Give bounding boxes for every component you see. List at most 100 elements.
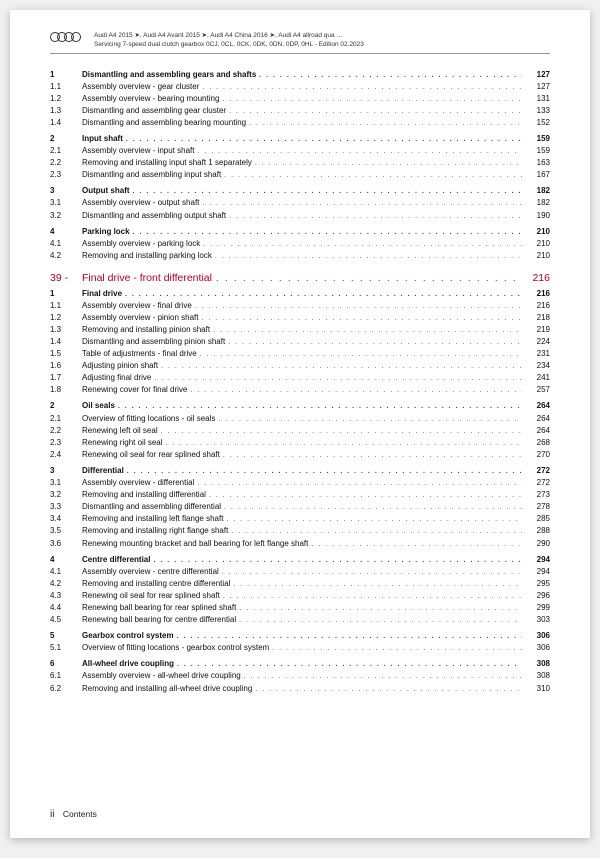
chapter-title: Final drive - front differential — [82, 272, 216, 284]
toc-leader-dots: . . . . . . . . . . . . . . . . . . . . … — [255, 159, 522, 168]
toc-row: 4.3Renewing oil seal for rear splined sh… — [50, 591, 550, 602]
toc-row: 3.2Dismantling and assembling output sha… — [50, 211, 550, 222]
toc-entry-page: 159 — [522, 146, 550, 157]
toc-entry-title: Renewing right oil seal — [82, 438, 166, 449]
toc-leader-dots: . . . . . . . . . . . . . . . . . . . . … — [198, 147, 523, 156]
toc-row: 2.2Renewing left oil seal. . . . . . . .… — [50, 426, 550, 437]
toc-row: 3.1Assembly overview - differential. . .… — [50, 478, 550, 489]
toc-entry-title: Output shaft — [82, 186, 133, 197]
toc-entry-number: 3 — [50, 466, 82, 477]
toc-entry-title: Assembly overview - final drive — [82, 301, 195, 312]
toc-entry-page: 218 — [522, 313, 550, 324]
toc-leader-dots: . . . . . . . . . . . . . . . . . . . . … — [218, 415, 522, 424]
toc-leader-dots: . . . . . . . . . . . . . . . . . . . . … — [203, 240, 522, 249]
toc-entry-page: 264 — [522, 414, 550, 425]
toc-leader-dots: . . . . . . . . . . . . . . . . . . . . … — [224, 171, 522, 180]
toc-entry-page: 127 — [522, 70, 550, 81]
toc-entry-page: 241 — [522, 373, 550, 384]
audi-rings-icon — [50, 32, 88, 42]
toc-entry-title: Centre differential — [82, 555, 153, 566]
toc-entry-number: 2.2 — [50, 158, 82, 169]
toc-leader-dots: . . . . . . . . . . . . . . . . . . . . … — [118, 402, 522, 411]
toc-entry-page: 310 — [522, 684, 550, 695]
toc-entry-page: 152 — [522, 118, 550, 129]
toc-entry-number: 3.3 — [50, 502, 82, 513]
toc-entry-title: Final drive — [82, 289, 125, 300]
toc-entry-title: Assembly overview - pinion shaft — [82, 313, 202, 324]
toc-entry-title: Removing and installing centre different… — [82, 579, 233, 590]
toc-entry-page: 288 — [522, 526, 550, 537]
toc-entry-number: 1.4 — [50, 337, 82, 348]
chapter-number: 39 - — [50, 272, 82, 284]
toc-entry-number: 5.1 — [50, 643, 82, 654]
toc-entry-number: 4.2 — [50, 251, 82, 262]
toc-entry-title: Removing and installing left flange shaf… — [82, 514, 226, 525]
page-footer: ii Contents — [50, 809, 97, 820]
toc-entry-number: 4.1 — [50, 239, 82, 250]
toc-entry-number: 3.2 — [50, 490, 82, 501]
toc-leader-dots: . . . . . . . . . . . . . . . . . . . . … — [209, 491, 522, 500]
toc-leader-dots: . . . . . . . . . . . . . . . . . . . . … — [202, 83, 522, 92]
toc-row: 6All-wheel drive coupling. . . . . . . .… — [50, 659, 550, 670]
toc-entry-title: All-wheel drive coupling — [82, 659, 177, 670]
toc-entry-title: Assembly overview - bearing mounting — [82, 94, 222, 105]
toc-row: 3.1Assembly overview - output shaft. . .… — [50, 198, 550, 209]
toc-entry-page: 182 — [522, 198, 550, 209]
toc-leader-dots: . . . . . . . . . . . . . . . . . . . . … — [161, 362, 522, 371]
toc-entry-page: 268 — [522, 438, 550, 449]
toc-leader-dots: . . . . . . . . . . . . . . . . . . . . … — [195, 302, 522, 311]
toc-leader-dots: . . . . . . . . . . . . . . . . . . . . … — [133, 187, 522, 196]
toc-entry-title: Dismantling and assembling pinion shaft — [82, 337, 228, 348]
header-text: Audi A4 2015 ➤, Audi A4 Avant 2015 ➤, Au… — [94, 32, 550, 50]
toc-entry-page: 272 — [522, 478, 550, 489]
document-page: Audi A4 2015 ➤, Audi A4 Avant 2015 ➤, Au… — [10, 10, 590, 838]
toc-entry-page: 299 — [522, 603, 550, 614]
toc-leader-dots: . . . . . . . . . . . . . . . . . . . . … — [311, 540, 522, 549]
toc-entry-page: 127 — [522, 82, 550, 93]
toc-entry-page: 190 — [522, 211, 550, 222]
toc-row: 1.1Assembly overview - final drive. . . … — [50, 301, 550, 312]
toc-entry-page: 294 — [522, 567, 550, 578]
toc-entry-title: Assembly overview - parking lock — [82, 239, 203, 250]
toc-row: 2.1Overview of fitting locations - oil s… — [50, 414, 550, 425]
toc-row: 1.8Renewing cover for final drive. . . .… — [50, 385, 550, 396]
toc-row: 4.1Assembly overview - parking lock. . .… — [50, 239, 550, 250]
toc-row: 3.5Removing and installing right flange … — [50, 526, 550, 537]
toc-leader-dots: . . . . . . . . . . . . . . . . . . . . … — [127, 467, 522, 476]
toc-leader-dots: . . . . . . . . . . . . . . . . . . . . … — [239, 604, 522, 613]
chapter-page: 216 — [518, 272, 550, 284]
toc-entry-number: 3.1 — [50, 198, 82, 209]
toc-entry-number: 2.3 — [50, 170, 82, 181]
toc-entry-number: 1.1 — [50, 301, 82, 312]
toc-entry-number: 1 — [50, 70, 82, 81]
toc-entry-page: 210 — [522, 227, 550, 238]
toc-entry-number: 5 — [50, 631, 82, 642]
toc-entry-page: 216 — [522, 301, 550, 312]
toc-entry-title: Differential — [82, 466, 127, 477]
table-of-contents: 1Dismantling and assembling gears and sh… — [50, 70, 550, 695]
toc-entry-page: 224 — [522, 337, 550, 348]
toc-leader-dots: . . . . . . . . . . . . . . . . . . . . … — [222, 95, 522, 104]
toc-entry-title: Renewing ball bearing for centre differe… — [82, 615, 239, 626]
toc-entry-title: Assembly overview - differential — [82, 478, 197, 489]
toc-entry-number: 2.1 — [50, 146, 82, 157]
toc-entry-number: 3 — [50, 186, 82, 197]
toc-entry-title: Removing and installing parking lock — [82, 251, 215, 262]
audi-logo — [50, 32, 88, 42]
toc-leader-dots: . . . . . . . . . . . . . . . . . . . . … — [224, 503, 522, 512]
toc-row: 4.4Renewing ball bearing for rear spline… — [50, 603, 550, 614]
toc-entry-page: 159 — [522, 134, 550, 145]
toc-leader-dots: . . . . . . . . . . . . . . . . . . . . … — [126, 135, 522, 144]
toc-entry-page: 257 — [522, 385, 550, 396]
toc-leader-dots: . . . . . . . . . . . . . . . . . . . . … — [231, 527, 522, 536]
toc-entry-title: Renewing mounting bracket and ball beari… — [82, 539, 311, 550]
toc-entry-page: 306 — [522, 631, 550, 642]
toc-entry-number: 2.2 — [50, 426, 82, 437]
toc-entry-title: Dismantling and assembling output shaft — [82, 211, 229, 222]
toc-leader-dots: . . . . . . . . . . . . . . . . . . . . … — [233, 580, 522, 589]
toc-leader-dots: . . . . . . . . . . . . . . . . . . . . … — [255, 685, 522, 694]
toc-entry-number: 4.2 — [50, 579, 82, 590]
toc-leader-dots: . . . . . . . . . . . . . . . . . . . . … — [229, 107, 522, 116]
toc-row: 5Gearbox control system. . . . . . . . .… — [50, 631, 550, 642]
toc-leader-dots: . . . . . . . . . . . . . . . . . . . . … — [202, 314, 523, 323]
